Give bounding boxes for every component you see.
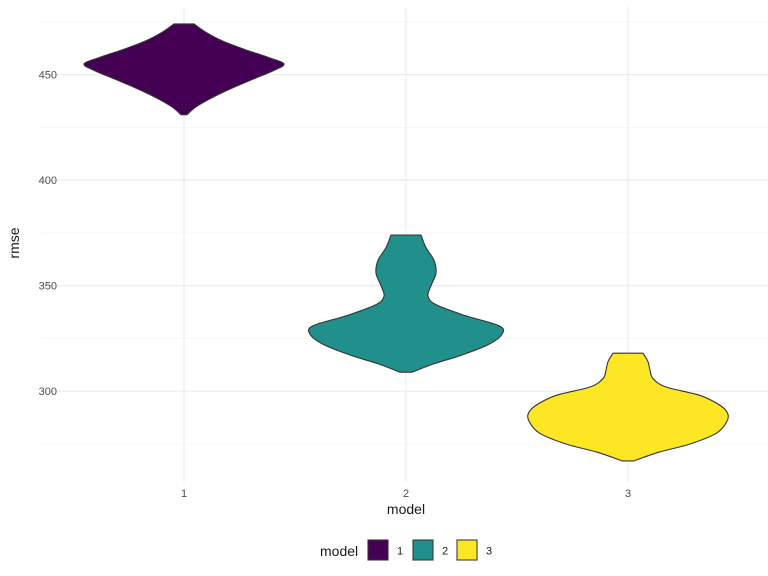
legend-label-1: 1	[397, 546, 403, 558]
y-tick-label: 350	[39, 281, 57, 293]
y-tick-label: 450	[39, 70, 57, 82]
violin-model-2	[307, 234, 505, 373]
legend: model 1 2 3	[320, 539, 492, 561]
legend-key-1	[367, 539, 389, 561]
legend-key-3	[456, 539, 478, 561]
violin-model-1	[83, 23, 285, 116]
grid-lines	[41, 7, 768, 482]
y-axis-title: rmse	[6, 227, 22, 258]
x-tick-labels: 1 2 3	[181, 488, 631, 500]
y-tick-label: 400	[39, 175, 57, 187]
legend-label-2: 2	[442, 546, 448, 558]
legend-title: model	[320, 543, 358, 559]
x-tick-label: 3	[625, 488, 631, 500]
y-tick-label: 300	[39, 386, 57, 398]
y-tick-labels: 300 350 400 450	[39, 70, 57, 399]
legend-label-3: 3	[486, 546, 492, 558]
legend-key-2	[412, 539, 434, 561]
x-tick-label: 1	[181, 488, 187, 500]
x-tick-label: 2	[403, 488, 409, 500]
x-axis-title: model	[387, 501, 425, 517]
violin-model-3	[527, 352, 729, 462]
violins	[83, 23, 729, 462]
